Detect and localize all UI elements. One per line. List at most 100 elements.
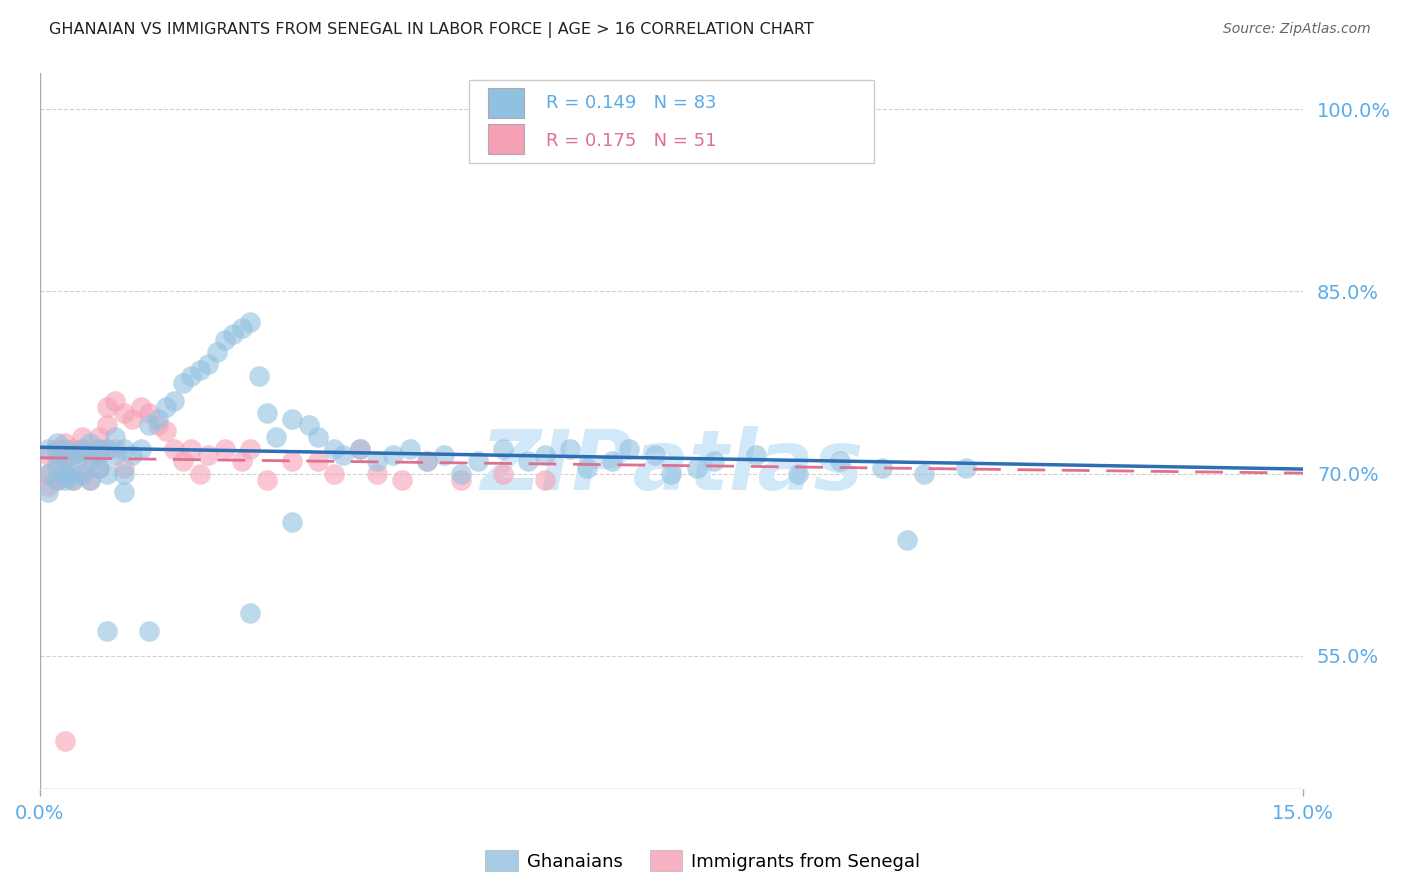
Point <box>53 454 76 468</box>
Point <box>70 467 93 481</box>
Point <box>70 442 93 457</box>
Point <box>382 449 405 463</box>
Point <box>188 363 211 377</box>
Point <box>323 467 346 481</box>
Point <box>264 430 287 444</box>
Point <box>560 442 582 457</box>
Point <box>79 454 101 468</box>
Point <box>155 424 177 438</box>
Point <box>534 449 557 463</box>
Point <box>45 442 67 457</box>
Point <box>281 454 304 468</box>
Point <box>180 369 202 384</box>
Point <box>53 436 76 450</box>
Point <box>129 400 152 414</box>
Point <box>349 442 371 457</box>
Point <box>661 467 683 481</box>
Point <box>45 460 67 475</box>
Point <box>45 473 67 487</box>
Point <box>87 430 110 444</box>
Point <box>70 449 93 463</box>
Point <box>45 436 67 450</box>
Point <box>87 449 110 463</box>
Point <box>239 606 262 620</box>
Point <box>197 357 219 371</box>
Point <box>205 345 228 359</box>
Point <box>256 473 278 487</box>
Y-axis label: In Labor Force | Age > 16: In Labor Force | Age > 16 <box>0 326 8 537</box>
Point <box>214 442 236 457</box>
Point <box>399 442 422 457</box>
Point <box>70 430 93 444</box>
Point <box>416 454 439 468</box>
Point <box>87 442 110 457</box>
Point <box>433 449 456 463</box>
Point <box>247 369 270 384</box>
Point <box>281 515 304 529</box>
Point <box>450 473 472 487</box>
Point <box>79 473 101 487</box>
Point <box>702 454 724 468</box>
FancyBboxPatch shape <box>470 80 873 162</box>
Point <box>912 467 935 481</box>
Point <box>112 442 135 457</box>
Point <box>146 417 169 432</box>
Point <box>104 442 127 457</box>
Point <box>70 467 93 481</box>
Point <box>416 454 439 468</box>
Point <box>96 400 118 414</box>
Point <box>138 624 160 639</box>
Point <box>37 449 59 463</box>
Point <box>87 460 110 475</box>
Point <box>188 467 211 481</box>
Point <box>163 393 186 408</box>
Point <box>96 624 118 639</box>
Point <box>70 442 93 457</box>
Point <box>87 442 110 457</box>
Point <box>450 467 472 481</box>
Point <box>112 406 135 420</box>
FancyBboxPatch shape <box>488 124 523 154</box>
Point <box>155 400 177 414</box>
Point <box>534 473 557 487</box>
Point <box>332 449 354 463</box>
Point <box>744 449 766 463</box>
Point <box>96 417 118 432</box>
Point <box>112 460 135 475</box>
Point <box>323 442 346 457</box>
Point <box>62 449 84 463</box>
Point <box>96 442 118 457</box>
Point <box>163 442 186 457</box>
Point <box>121 412 143 426</box>
Point <box>37 467 59 481</box>
Point <box>517 454 540 468</box>
Point <box>53 733 76 747</box>
Point <box>138 417 160 432</box>
Point <box>256 406 278 420</box>
Point <box>37 467 59 481</box>
Point <box>828 454 851 468</box>
Point <box>576 460 599 475</box>
Point <box>53 467 76 481</box>
Text: R = 0.149   N = 83: R = 0.149 N = 83 <box>547 94 717 112</box>
Point <box>467 454 489 468</box>
Point <box>307 454 329 468</box>
Text: ZIP​atlas: ZIP​atlas <box>479 426 863 508</box>
Point <box>87 460 110 475</box>
FancyBboxPatch shape <box>488 88 523 118</box>
Point <box>62 473 84 487</box>
Point <box>104 393 127 408</box>
Point <box>602 454 624 468</box>
Point <box>45 473 67 487</box>
Point <box>129 442 152 457</box>
Point <box>37 479 59 493</box>
Point <box>685 460 707 475</box>
Point <box>45 449 67 463</box>
Point <box>214 333 236 347</box>
Text: Source: ZipAtlas.com: Source: ZipAtlas.com <box>1223 22 1371 37</box>
Point <box>231 454 253 468</box>
Point <box>37 484 59 499</box>
Point <box>366 454 388 468</box>
Point <box>53 467 76 481</box>
Point <box>62 442 84 457</box>
